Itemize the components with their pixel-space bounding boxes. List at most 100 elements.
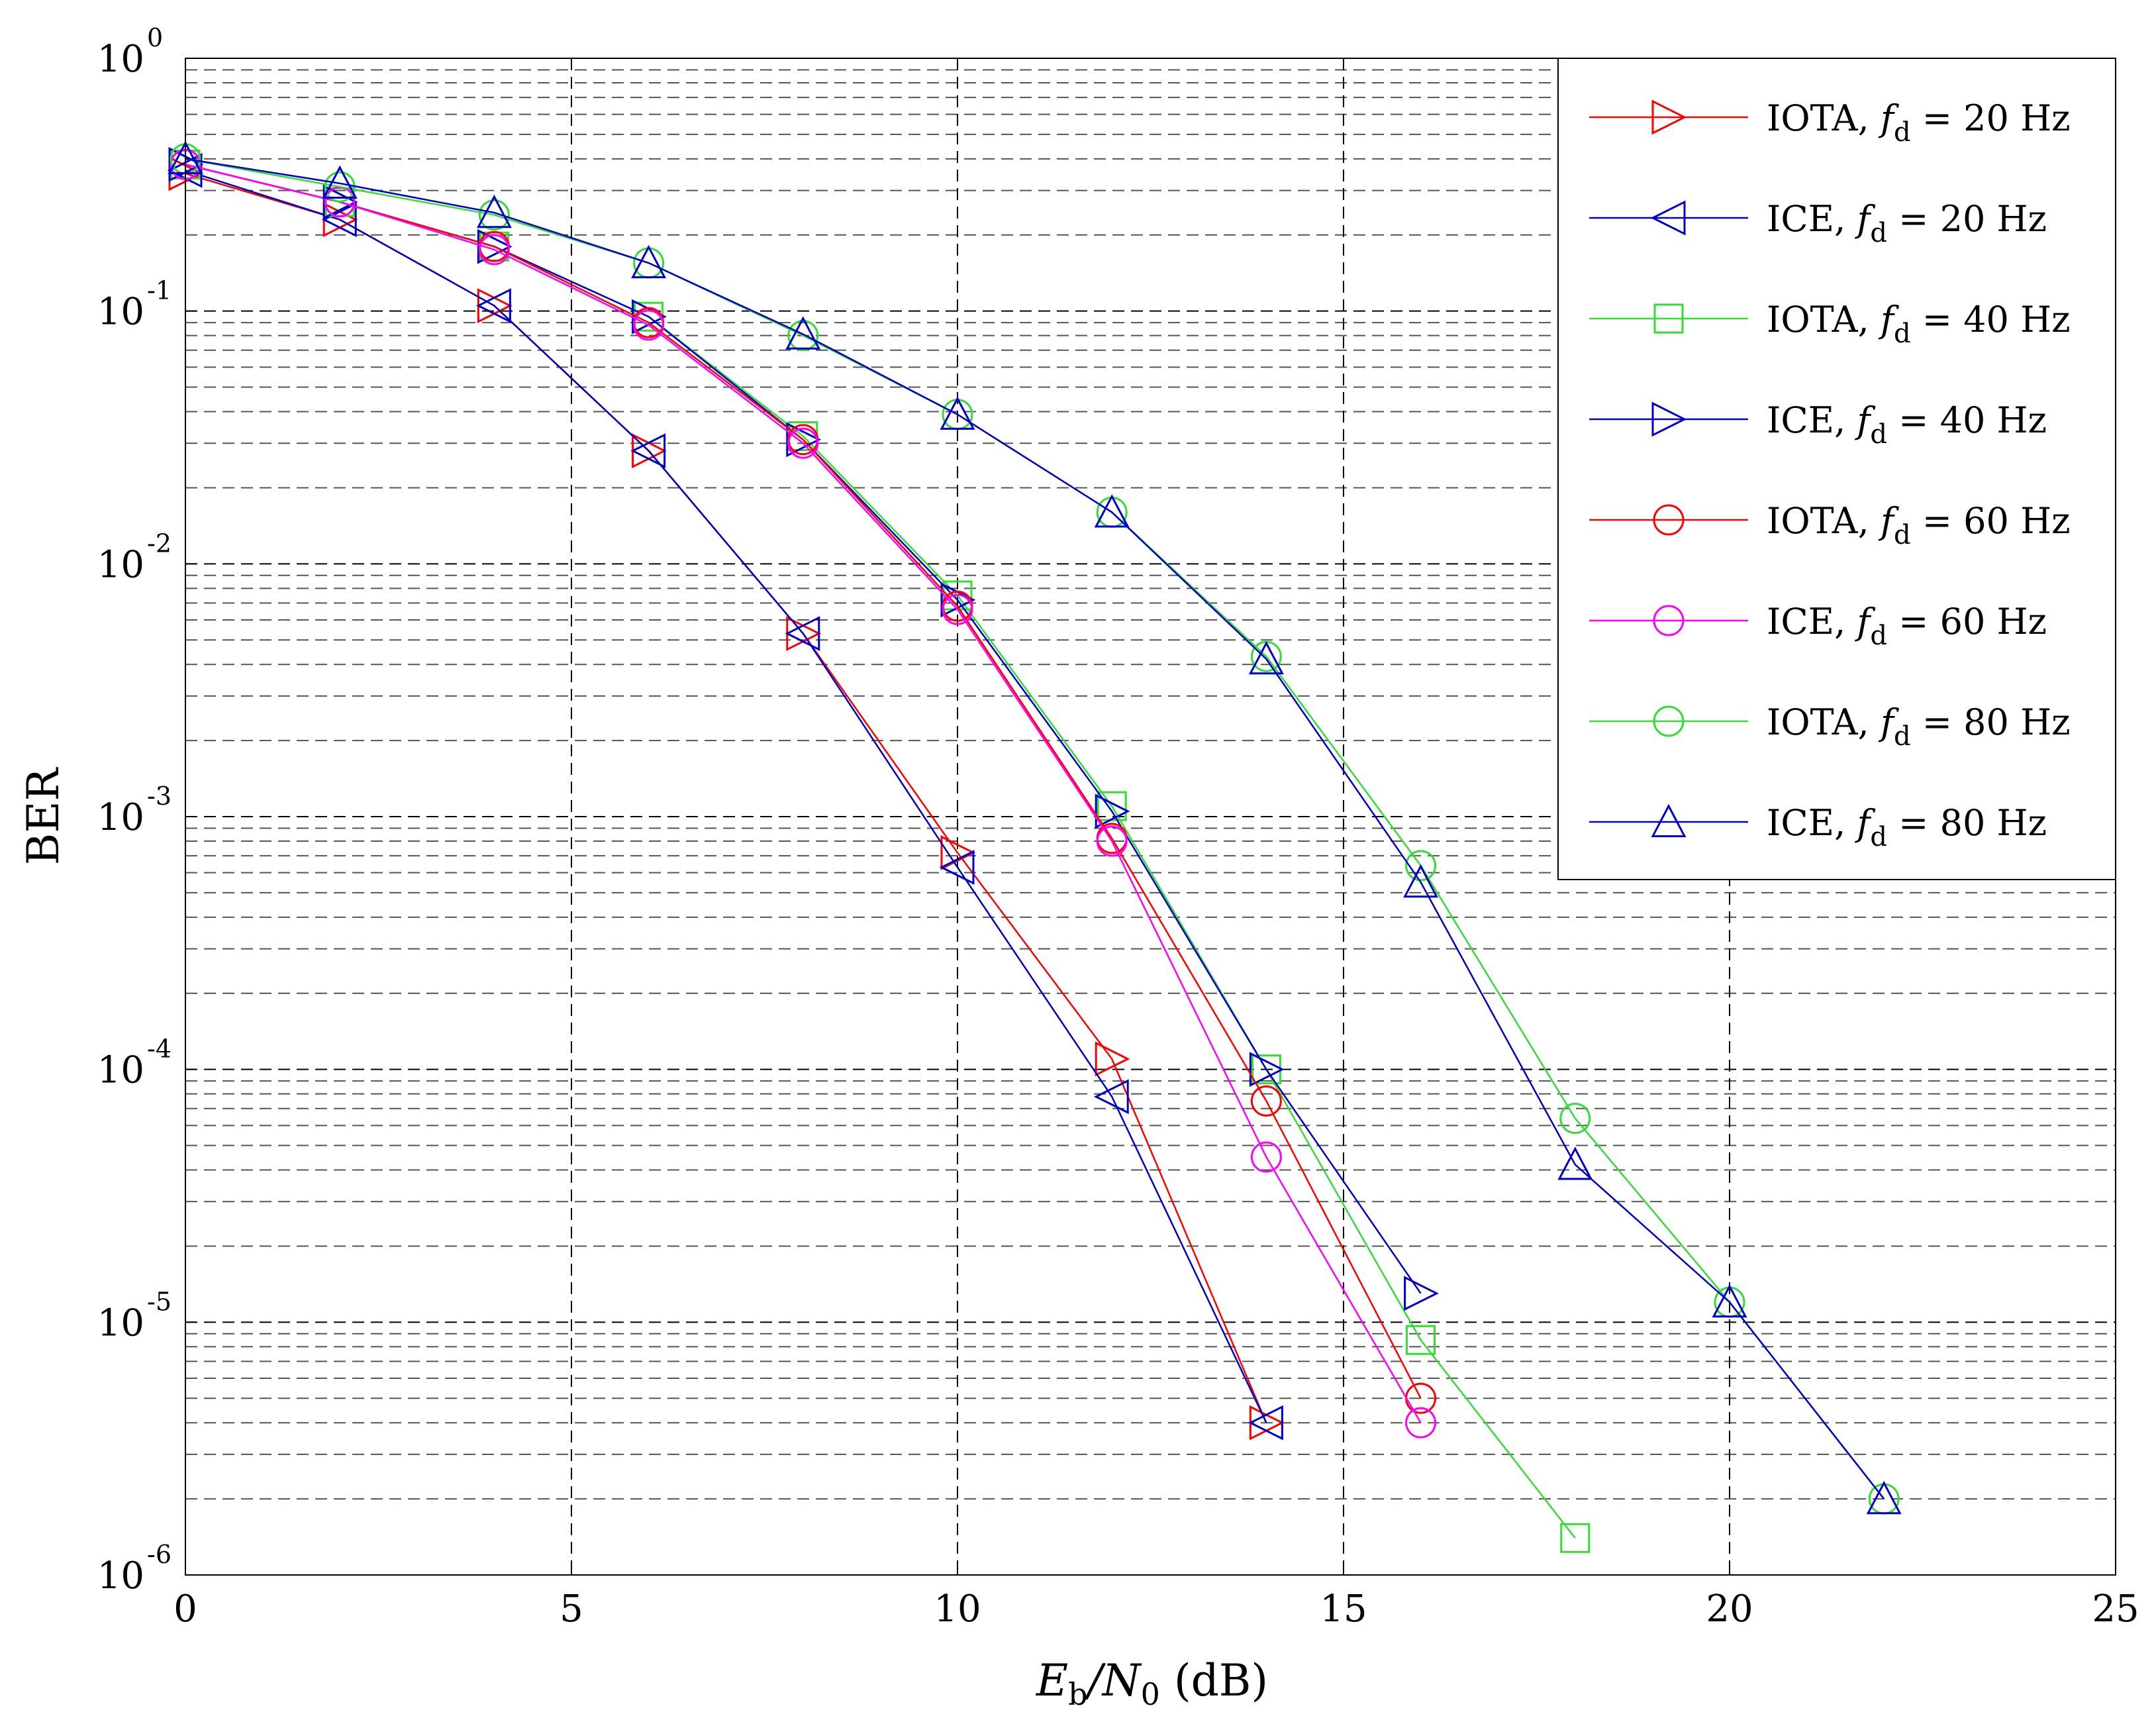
y-tick-label: 10 — [97, 1554, 144, 1597]
y-tick-exponent: -5 — [147, 1287, 172, 1316]
series-point — [476, 194, 512, 228]
series-point — [1249, 1052, 1285, 1088]
legend-label: ICE, fd = 20 Hz — [1767, 198, 2047, 248]
series-point — [939, 850, 975, 885]
legend-series-name: IOTA, — [1767, 97, 1881, 139]
grid — [185, 58, 2116, 1575]
series-point — [1560, 1523, 1591, 1553]
x-tick-label: 5 — [560, 1588, 583, 1631]
y-tick-label: 10 — [97, 1049, 144, 1092]
series-point — [1405, 1407, 1437, 1439]
legend-item: ICE, fd = 40 Hz — [1589, 399, 2047, 450]
series-point — [1248, 1405, 1283, 1441]
legend-marker — [1653, 705, 1685, 737]
x-tick-label: 20 — [1706, 1588, 1753, 1631]
legend-box — [1557, 58, 2116, 880]
legend-fd-value: = 20 Hz — [1911, 97, 2071, 139]
y-tick-label: 10 — [97, 291, 144, 334]
y-tick-label: 10 — [97, 543, 144, 586]
series-line — [185, 158, 1885, 1499]
series-point — [1405, 850, 1437, 882]
legend-sub-d: d — [1870, 621, 1887, 651]
legend-item: IOTA, fd = 40 Hz — [1589, 299, 2071, 349]
y-tick-label: 10 — [97, 796, 144, 839]
series-point — [1406, 1325, 1436, 1355]
x-tick-label: 10 — [934, 1588, 981, 1631]
x-tick-label: 25 — [2092, 1588, 2139, 1631]
series-point — [633, 309, 665, 341]
x-tick-label: 15 — [1320, 1588, 1367, 1631]
legend-sub-d: d — [1894, 520, 1911, 550]
legend-sub-d: d — [1894, 319, 1911, 349]
legend-item: ICE, fd = 80 Hz — [1589, 802, 2047, 852]
x-label-sub-0: 0 — [1141, 1676, 1160, 1712]
legend-fd-value: = 40 Hz — [1887, 399, 2047, 441]
series-line — [185, 164, 1422, 1423]
legend-fd-value: = 60 Hz — [1911, 500, 2071, 542]
y-tick-label: 10 — [97, 1301, 144, 1344]
legend-label: IOTA, fd = 80 Hz — [1767, 701, 2071, 752]
legend-fd-value: = 20 Hz — [1887, 198, 2047, 240]
series-point — [1712, 1284, 1747, 1318]
legend-label: IOTA, fd = 60 Hz — [1767, 500, 2071, 550]
series-point — [785, 616, 820, 651]
legend-series-name: IOTA, — [1767, 701, 1881, 743]
x-axis-label: Eb/N0 (dB) — [1036, 1655, 1268, 1712]
series-8 — [168, 140, 1902, 1515]
legend-marker — [1653, 303, 1684, 334]
y-tick-exponent: -4 — [147, 1035, 172, 1064]
x-tick-label: 0 — [173, 1588, 197, 1631]
legend-series-name: IOTA, — [1767, 299, 1881, 340]
series-point — [321, 202, 357, 238]
legend-sub-d: d — [1894, 117, 1911, 148]
series-layer — [167, 140, 1902, 1553]
series-point — [478, 199, 510, 231]
legend-label: ICE, fd = 80 Hz — [1767, 802, 2047, 852]
legend-marker — [1651, 99, 1687, 135]
legend-marker — [1653, 605, 1685, 636]
series-point — [1094, 494, 1130, 528]
y-tick-exponent: -6 — [147, 1540, 172, 1569]
series-point — [787, 427, 819, 459]
series-point — [630, 433, 666, 469]
legend-marker — [1651, 803, 1687, 838]
series-point — [1404, 1276, 1439, 1311]
x-label-sub-b: b — [1068, 1676, 1087, 1712]
y-axis-label: BER — [18, 767, 69, 866]
series-point — [1096, 825, 1128, 857]
y-tick-label: 10 — [97, 38, 144, 81]
x-label-n: /N — [1084, 1655, 1142, 1706]
legend-fd-value: = 40 Hz — [1911, 299, 2071, 340]
legend-sub-d: d — [1870, 822, 1887, 852]
legend-series-name: ICE, — [1767, 399, 1857, 441]
series-point — [1866, 1480, 1902, 1515]
x-label-e: E — [1036, 1655, 1068, 1706]
legend-marker — [1650, 200, 1686, 236]
series-point — [1250, 1085, 1282, 1117]
legend-label: IOTA, fd = 20 Hz — [1767, 97, 2071, 148]
legend-label: ICE, fd = 60 Hz — [1767, 601, 2047, 651]
legend-item: IOTA, fd = 80 Hz — [1589, 701, 2071, 752]
legend-sub-d: d — [1870, 218, 1887, 248]
legend-fd-value: = 60 Hz — [1887, 601, 2047, 642]
y-tick-exponent: -3 — [147, 782, 172, 811]
series-point — [478, 234, 510, 266]
series-2 — [167, 152, 1283, 1441]
series-line — [185, 170, 1267, 1423]
legend-series-name: ICE, — [1767, 198, 1857, 240]
y-tick-exponent: 0 — [147, 23, 163, 52]
series-point — [785, 316, 821, 350]
legend-series-name: ICE, — [1767, 802, 1857, 844]
legend-series-name: ICE, — [1767, 601, 1857, 642]
series-point — [322, 184, 358, 220]
series-point — [787, 320, 819, 352]
series-point — [1093, 1079, 1129, 1115]
series-point — [1559, 1103, 1591, 1135]
series-point — [942, 593, 973, 625]
series-line — [185, 164, 1422, 1399]
legend-marker — [1651, 401, 1687, 437]
legend-item: IOTA, fd = 20 Hz — [1589, 97, 2071, 148]
series-point — [476, 288, 511, 324]
legend-sub-d: d — [1894, 721, 1911, 752]
